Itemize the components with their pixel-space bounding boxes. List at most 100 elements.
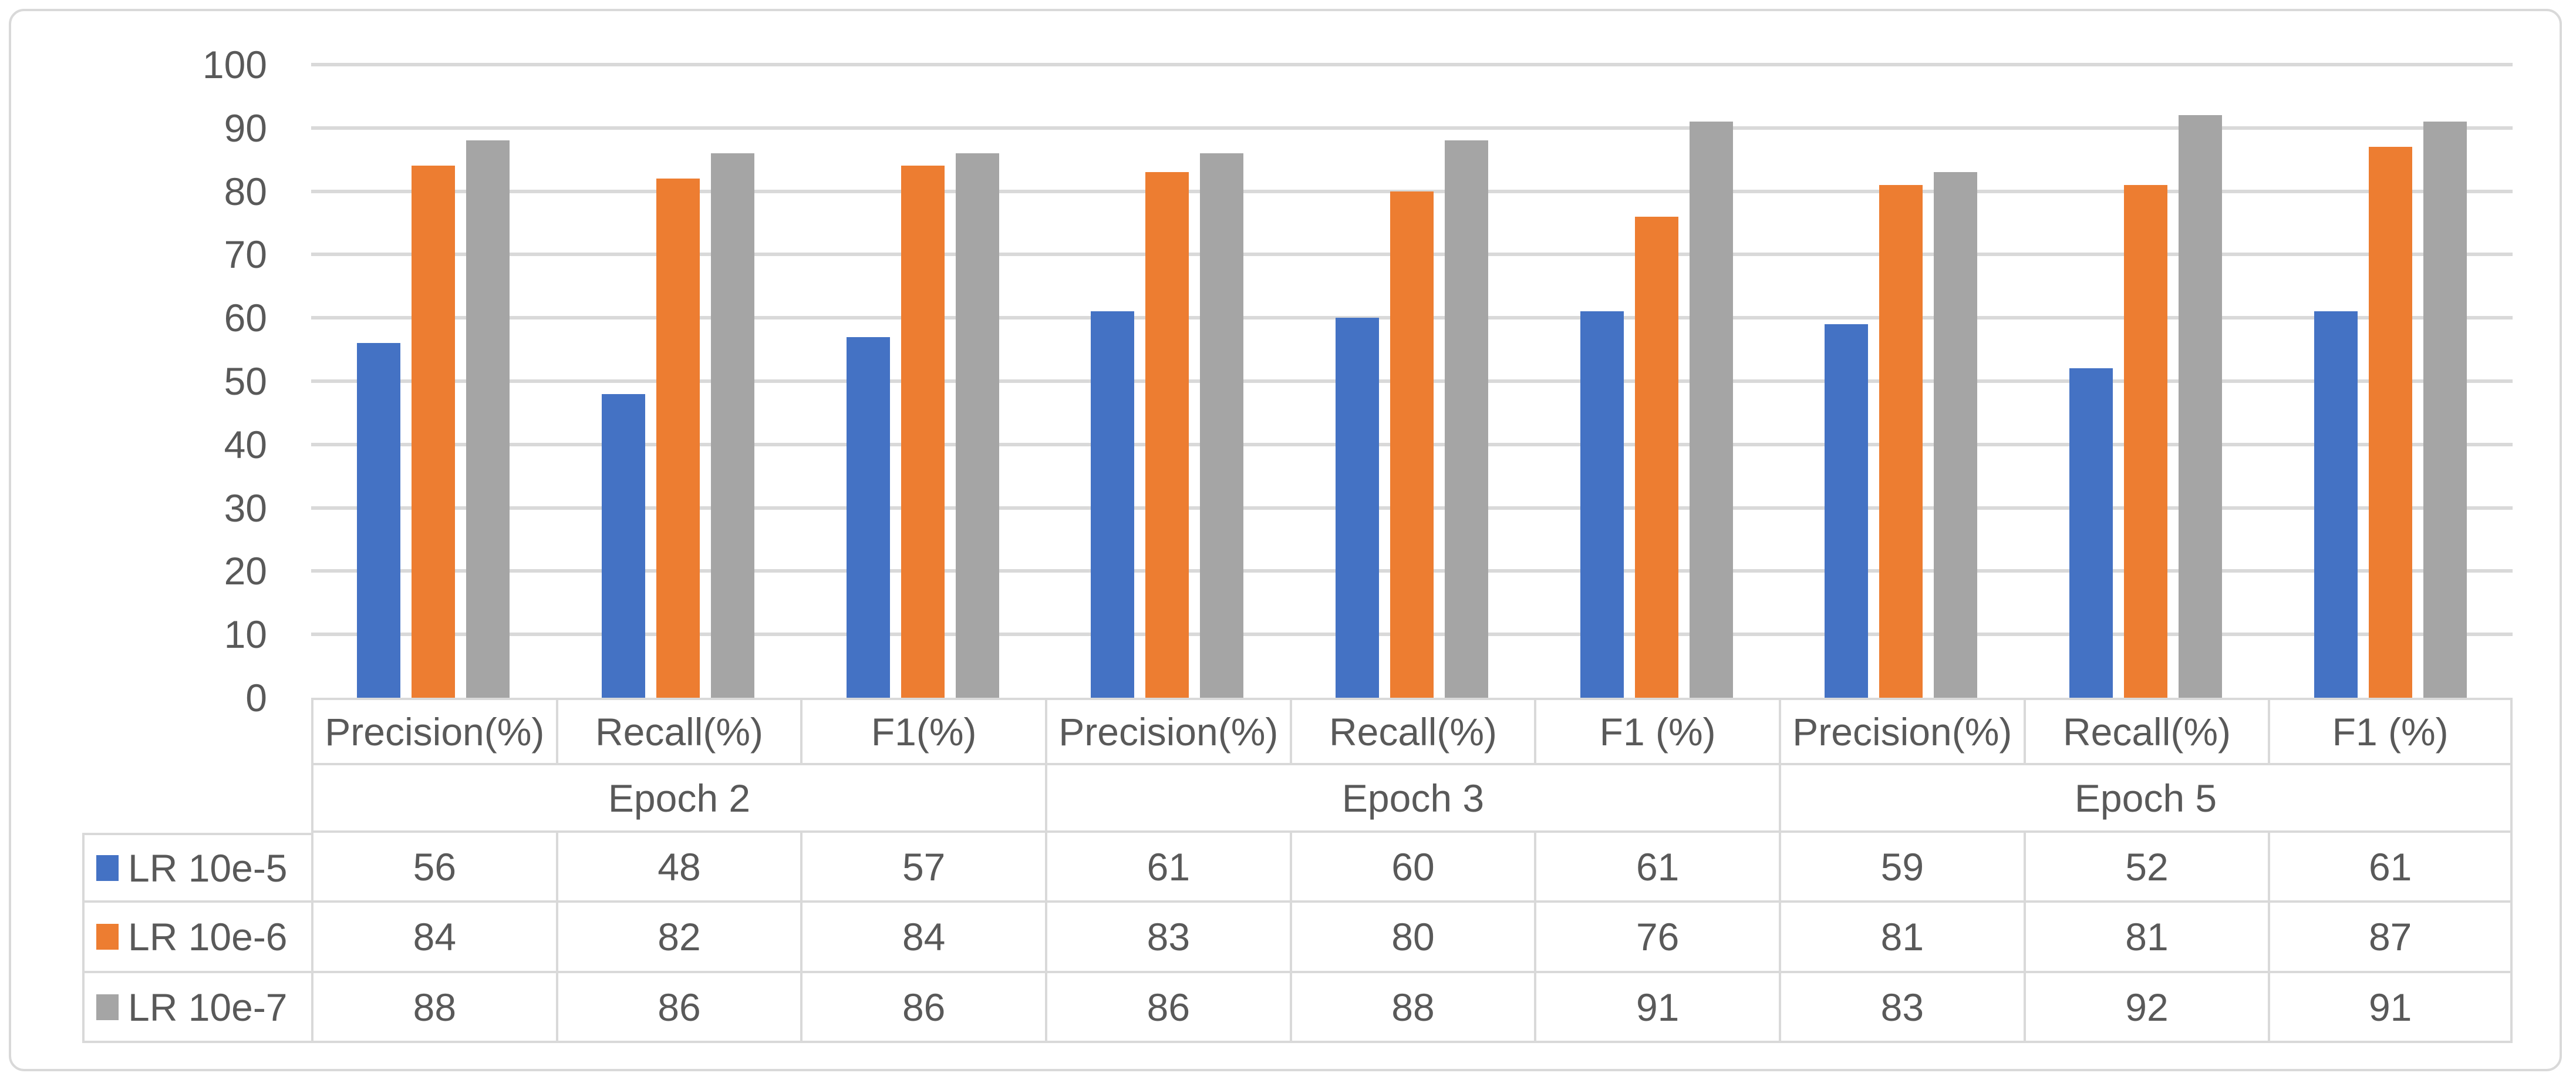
value-cell: 84 xyxy=(311,903,556,973)
legend-cell: LR 10e-7 xyxy=(82,973,311,1043)
value-cell: 88 xyxy=(1289,973,1535,1043)
chart-frame: 0 10 20 30 40 50 60 70 80 90 100 Precision(%) Recal… xyxy=(9,9,2562,1071)
category-header-cell: Precision(%) xyxy=(1044,698,1290,765)
bar-lr-10e-6 xyxy=(1390,191,1434,698)
bar-lr-10e-7 xyxy=(1689,122,1733,698)
bar-lr-10e-7 xyxy=(1934,172,1978,698)
plot-area xyxy=(311,63,2513,698)
category-header-cell: F1 (%) xyxy=(2268,698,2513,765)
epoch-header-cell: Epoch 5 xyxy=(1778,765,2513,833)
y-axis: 0 10 20 30 40 50 60 70 80 90 100 xyxy=(11,43,267,719)
bar-lr-10e-5 xyxy=(1091,311,1135,698)
bar-lr-10e-7 xyxy=(1445,140,1489,698)
value-cell: 91 xyxy=(2268,973,2513,1043)
category-header-cell: Recall(%) xyxy=(2023,698,2268,765)
data-table: Precision(%) Recall(%) F1(%) Precision(%) Re… xyxy=(82,698,2513,1043)
value-cell: 92 xyxy=(2023,973,2268,1043)
bar-lr-10e-7 xyxy=(1200,153,1244,698)
category-header-cell: F1 (%) xyxy=(1534,698,1779,765)
bar-lr-10e-7 xyxy=(955,153,999,698)
bar-group xyxy=(2268,65,2513,698)
value-cell: 76 xyxy=(1534,903,1779,973)
bar-lr-10e-7 xyxy=(2423,122,2467,698)
y-tick-label: 20 xyxy=(224,549,267,593)
bar-lr-10e-6 xyxy=(1634,216,1678,698)
value-cell: 86 xyxy=(1044,973,1290,1043)
legend-swatch-lr-10e-5 xyxy=(96,855,119,881)
value-cell: 61 xyxy=(2268,833,2513,903)
value-cell: 61 xyxy=(1534,833,1779,903)
value-cell: 48 xyxy=(555,833,801,903)
bar-group xyxy=(311,65,556,698)
value-cell: 56 xyxy=(311,833,556,903)
value-cell: 88 xyxy=(311,973,556,1043)
value-cell: 52 xyxy=(2023,833,2268,903)
category-header-cell: Precision(%) xyxy=(1778,698,2024,765)
bar-lr-10e-7 xyxy=(466,140,510,698)
value-cell: 83 xyxy=(1044,903,1290,973)
epoch-header-cell: Epoch 3 xyxy=(1044,765,1779,833)
bar-lr-10e-5 xyxy=(2069,368,2113,698)
legend-label: LR 10e-7 xyxy=(128,985,288,1029)
value-cell: 87 xyxy=(2268,903,2513,973)
y-tick-label: 30 xyxy=(224,486,267,530)
value-cell: 84 xyxy=(800,903,1045,973)
y-tick-label: 90 xyxy=(224,106,267,150)
gridline xyxy=(311,126,2513,130)
category-header-cell: Recall(%) xyxy=(1289,698,1535,765)
value-cell: 81 xyxy=(2023,903,2268,973)
legend-swatch-lr-10e-7 xyxy=(96,994,119,1020)
bar-lr-10e-7 xyxy=(711,153,754,698)
bar-group xyxy=(1534,65,1779,698)
y-tick-label: 60 xyxy=(224,296,267,340)
y-tick-label: 40 xyxy=(224,422,267,466)
value-cell: 80 xyxy=(1289,903,1535,973)
value-cell: 86 xyxy=(555,973,801,1043)
bar-lr-10e-5 xyxy=(1336,318,1380,698)
y-tick-label: 80 xyxy=(224,169,267,213)
bar-lr-10e-6 xyxy=(1145,172,1189,698)
value-cell: 59 xyxy=(1778,833,2024,903)
legend-label: LR 10e-6 xyxy=(128,915,288,958)
value-cell: 61 xyxy=(1044,833,1290,903)
value-cell: 91 xyxy=(1534,973,1779,1043)
legend-label: LR 10e-5 xyxy=(128,846,288,890)
y-tick-label: 70 xyxy=(224,233,267,277)
bar-lr-10e-6 xyxy=(412,166,456,698)
value-cell: 86 xyxy=(800,973,1045,1043)
value-cell: 60 xyxy=(1289,833,1535,903)
value-cell: 57 xyxy=(800,833,1045,903)
bar-group xyxy=(2024,65,2268,698)
legend-cell: LR 10e-6 xyxy=(82,903,311,973)
category-header-cell: Precision(%) xyxy=(311,698,556,765)
category-header-cell: F1(%) xyxy=(800,698,1045,765)
y-tick-label: 100 xyxy=(202,43,267,86)
bar-lr-10e-6 xyxy=(901,166,945,698)
bar-group xyxy=(1290,65,1535,698)
legend-swatch-lr-10e-6 xyxy=(96,924,119,950)
y-tick-label: 0 xyxy=(245,676,267,719)
bar-lr-10e-5 xyxy=(1825,324,1869,698)
bar-lr-10e-5 xyxy=(2314,311,2358,698)
bar-group xyxy=(800,65,1045,698)
y-tick-label: 10 xyxy=(224,613,267,657)
bar-lr-10e-6 xyxy=(1879,184,1923,698)
legend-cell: LR 10e-5 xyxy=(82,833,311,903)
bar-lr-10e-5 xyxy=(357,343,401,698)
bar-lr-10e-7 xyxy=(2179,115,2223,698)
bar-lr-10e-5 xyxy=(846,337,890,698)
bar-lr-10e-6 xyxy=(2368,147,2412,698)
bar-lr-10e-5 xyxy=(1580,311,1624,698)
y-tick-label: 50 xyxy=(224,359,267,403)
bar-lr-10e-5 xyxy=(602,393,645,698)
epoch-header-cell: Epoch 2 xyxy=(311,765,1045,833)
bar-group xyxy=(1779,65,2024,698)
gridline xyxy=(311,189,2513,193)
value-cell: 82 xyxy=(555,903,801,973)
gridline xyxy=(311,63,2513,66)
category-header-cell: Recall(%) xyxy=(555,698,801,765)
bar-lr-10e-6 xyxy=(656,179,700,698)
value-cell: 81 xyxy=(1778,903,2024,973)
bar-group xyxy=(1045,65,1290,698)
bar-series-area xyxy=(311,65,2513,698)
